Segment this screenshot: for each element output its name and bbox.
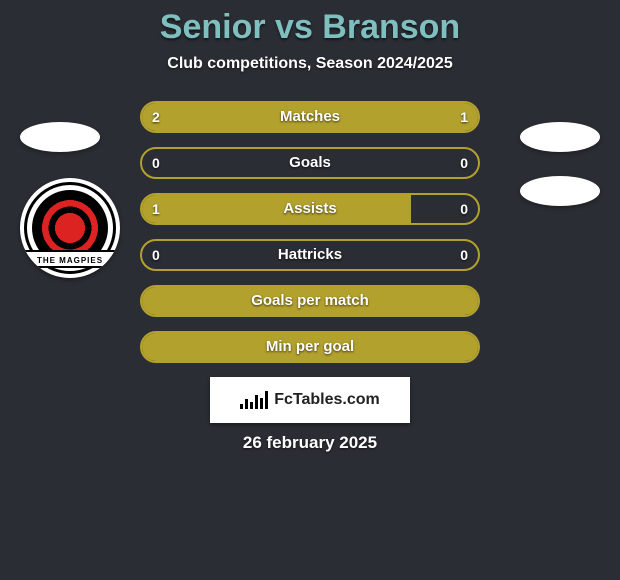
stat-value-left: 1	[152, 195, 160, 223]
logo-text: FcTables.com	[274, 391, 380, 409]
fctables-logo: FcTables.com	[210, 377, 410, 423]
logo-bars-icon	[240, 391, 268, 409]
stat-row: Goals per match	[140, 285, 480, 317]
page-title: Senior vs Branson	[0, 8, 620, 47]
stat-value-right: 0	[460, 149, 468, 177]
player-right-badge-2	[520, 176, 600, 206]
stat-row: Goals0 0	[140, 147, 480, 179]
stat-row: Assists1 0	[140, 193, 480, 225]
stat-label: Matches	[142, 103, 478, 131]
stat-label: Hattricks	[142, 241, 478, 269]
page-subtitle: Club competitions, Season 2024/2025	[0, 55, 620, 73]
stat-value-right: 1	[460, 103, 468, 131]
stat-label: Min per goal	[142, 333, 478, 361]
crest-band-text: THE MAGPIES	[25, 250, 115, 268]
stat-label: Goals per match	[142, 287, 478, 315]
player-right-badge	[520, 122, 600, 152]
stat-value-right: 0	[460, 241, 468, 269]
stat-row: Matches2 1	[140, 101, 480, 133]
stat-label: Goals	[142, 149, 478, 177]
stat-value-right: 0	[460, 195, 468, 223]
stat-value-left: 0	[152, 241, 160, 269]
stat-value-left: 2	[152, 103, 160, 131]
stat-row: Min per goal	[140, 331, 480, 363]
stat-value-left: 0	[152, 149, 160, 177]
club-crest: THE MAGPIES	[20, 178, 120, 278]
stat-row: Hattricks0 0	[140, 239, 480, 271]
player-left-badge	[20, 122, 100, 152]
stat-rows: Matches21Goals00Assists10Hattricks00Goal…	[140, 101, 480, 363]
date-label: 26 february 2025	[0, 433, 620, 453]
stat-label: Assists	[142, 195, 478, 223]
